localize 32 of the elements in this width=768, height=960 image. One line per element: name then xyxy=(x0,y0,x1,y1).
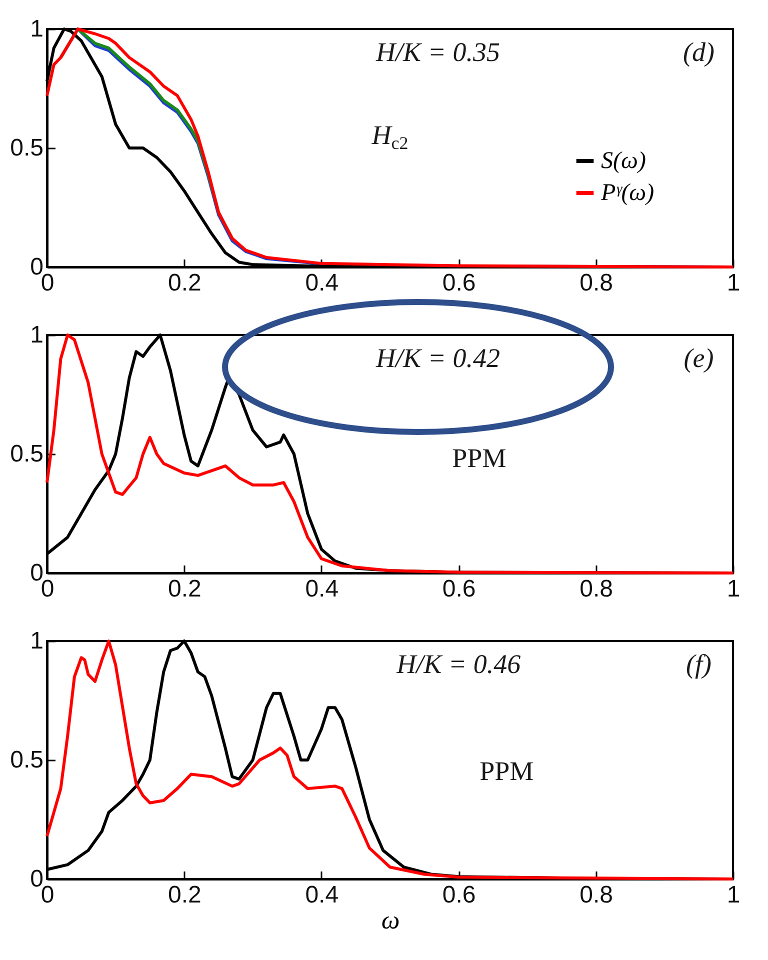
legend-label: Pᵞ(ω) xyxy=(600,180,654,206)
x-axis-title: ω xyxy=(381,906,400,934)
annotation: H/K = 0.35 xyxy=(375,36,500,67)
x-tick-label: 0.8 xyxy=(580,882,613,908)
y-tick-label: 1 xyxy=(30,16,44,42)
x-tick-label: 1 xyxy=(726,882,740,908)
legend-label: S(ω) xyxy=(601,148,646,174)
x-tick-label: 0.8 xyxy=(580,270,613,296)
annotation: (d) xyxy=(682,36,714,67)
x-tick-label: 1 xyxy=(726,270,740,296)
annotation: (e) xyxy=(684,342,714,373)
y-tick-label: 1 xyxy=(30,628,44,654)
x-tick-label: 0.8 xyxy=(580,576,613,602)
y-tick-label: 0.5 xyxy=(10,440,44,468)
x-tick-label: 0.2 xyxy=(168,270,202,296)
x-tick-label: 0.2 xyxy=(168,576,202,602)
x-tick-label: 0.6 xyxy=(442,576,476,602)
y-tick-label: 0.5 xyxy=(10,134,44,162)
y-tick-label: 0.5 xyxy=(10,746,44,774)
annotation: PPM xyxy=(480,756,534,786)
x-tick-label: 0.4 xyxy=(305,576,339,602)
x-tick-label: 0.4 xyxy=(305,882,339,908)
y-tick-label: 1 xyxy=(30,322,44,348)
x-tick-label: 0.4 xyxy=(305,270,339,296)
annotation: PPM xyxy=(452,442,506,473)
x-tick-label: 0.2 xyxy=(168,882,202,908)
x-tick-label: 0.6 xyxy=(442,882,476,908)
x-tick-label: 0.6 xyxy=(442,270,476,296)
annotation: H/K = 0.42 xyxy=(375,342,500,373)
annotation: H/K = 0.46 xyxy=(396,648,522,679)
x-tick-label: 1 xyxy=(726,576,740,602)
annotation: (f) xyxy=(686,648,712,679)
